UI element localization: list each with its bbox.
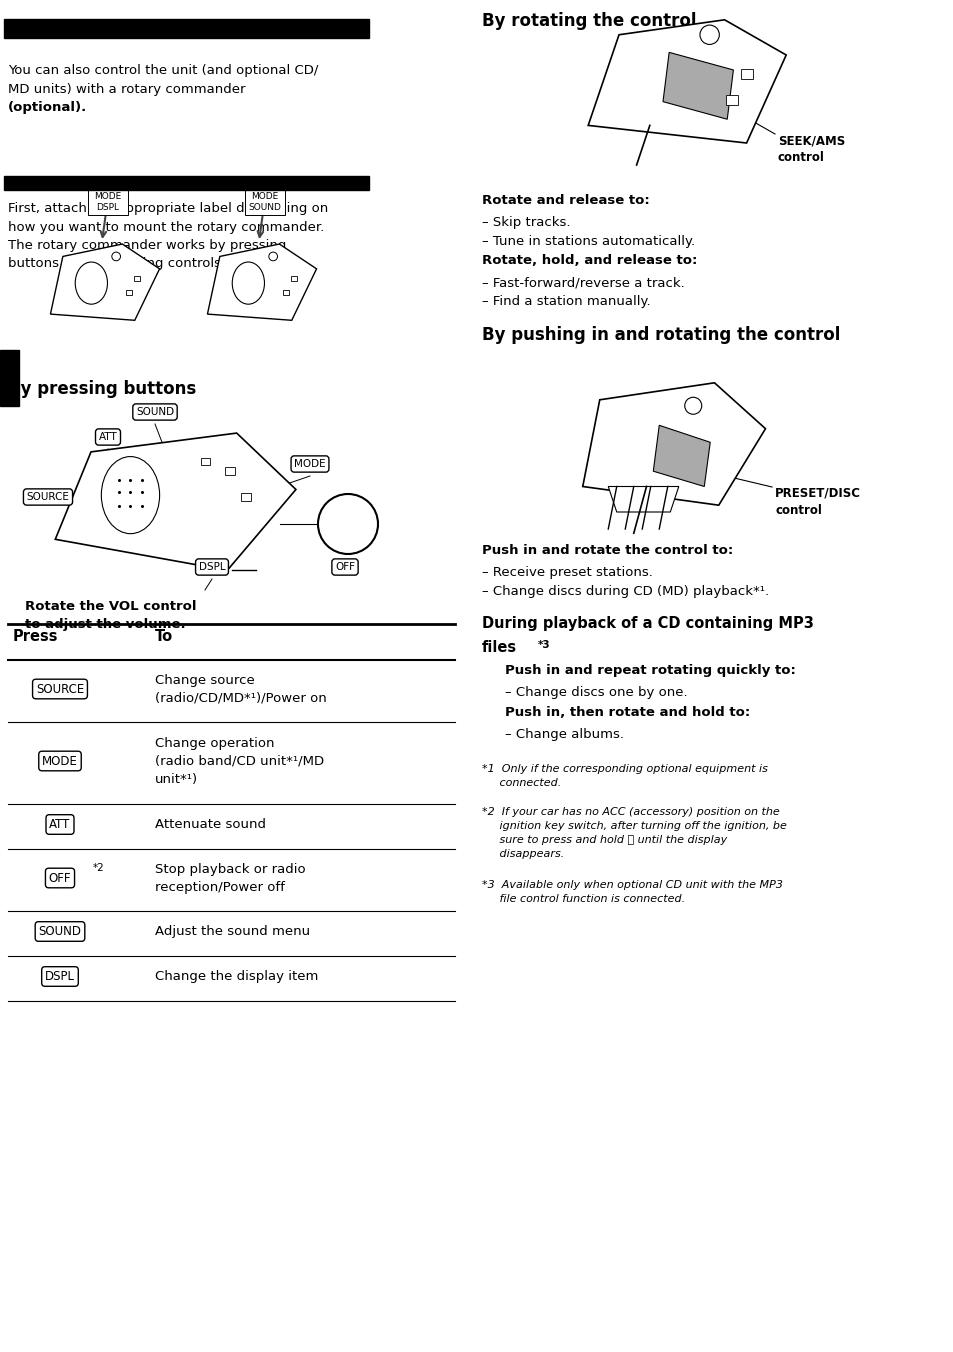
Text: DSPL: DSPL: [198, 562, 225, 572]
Text: – Change albums.: – Change albums.: [504, 727, 623, 741]
Text: DSPL: DSPL: [45, 969, 75, 983]
Polygon shape: [588, 20, 785, 143]
Circle shape: [684, 397, 701, 414]
Text: SEEK/AMS
control: SEEK/AMS control: [778, 134, 844, 164]
Bar: [241, 493, 251, 502]
Polygon shape: [582, 383, 764, 506]
Text: Push in, then rotate and hold to:: Push in, then rotate and hold to:: [504, 706, 749, 719]
Polygon shape: [653, 426, 709, 487]
Text: SOURCE: SOURCE: [27, 492, 70, 502]
Text: *2: *2: [92, 863, 105, 873]
Text: SOUND
MODE
DSPL: SOUND MODE DSPL: [91, 181, 125, 212]
Text: PRESET/DISC
control: PRESET/DISC control: [774, 487, 861, 516]
Text: You can also control the unit (and optional CD/
MD units) with a rotary commande: You can also control the unit (and optio…: [8, 64, 318, 96]
Polygon shape: [51, 245, 159, 320]
Text: *3: *3: [537, 639, 550, 650]
Text: Push in and rotate the control to:: Push in and rotate the control to:: [481, 544, 733, 557]
Text: OFF: OFF: [338, 519, 357, 529]
Bar: [4, 176, 369, 191]
Bar: [291, 276, 297, 281]
Text: ATT: ATT: [98, 433, 117, 442]
Circle shape: [700, 26, 719, 45]
Ellipse shape: [75, 262, 108, 304]
Text: OFF: OFF: [49, 872, 71, 884]
Text: DSPL
MODE
SOUND: DSPL MODE SOUND: [249, 181, 281, 212]
Text: Rotate and release to:: Rotate and release to:: [481, 193, 649, 207]
Bar: [134, 276, 140, 281]
Text: Rotate, hold, and release to:: Rotate, hold, and release to:: [481, 254, 697, 266]
Text: Rotate the VOL control
to adjust the volume.: Rotate the VOL control to adjust the vol…: [25, 600, 196, 631]
Text: To: To: [154, 629, 172, 644]
Text: – Skip tracks.: – Skip tracks.: [481, 216, 570, 228]
Text: Push in and repeat rotating quickly to:: Push in and repeat rotating quickly to:: [504, 664, 795, 677]
Text: First, attach the appropriate label depending on
how you want to mount the rotar: First, attach the appropriate label depe…: [8, 201, 328, 270]
Bar: [126, 291, 132, 295]
Text: (optional).: (optional).: [8, 101, 87, 114]
Bar: [225, 468, 234, 475]
Text: Change operation
(radio band/CD unit*¹/MD
unit*¹): Change operation (radio band/CD unit*¹/M…: [154, 737, 324, 786]
Text: By rotating the control: By rotating the control: [481, 12, 696, 30]
Text: SOUND: SOUND: [135, 407, 173, 416]
Text: OFF: OFF: [335, 562, 355, 572]
Text: Adjust the sound menu: Adjust the sound menu: [154, 925, 310, 938]
Bar: [4, 19, 369, 38]
Text: MODE: MODE: [294, 458, 326, 469]
Text: Change source
(radio/CD/MD*¹)/Power on: Change source (radio/CD/MD*¹)/Power on: [154, 673, 327, 704]
Text: Press: Press: [13, 629, 58, 644]
Text: MODE: MODE: [42, 754, 78, 768]
Text: – Change discs during CD (MD) playback*¹.: – Change discs during CD (MD) playback*¹…: [481, 585, 768, 598]
Text: Change the display item: Change the display item: [154, 969, 318, 983]
Bar: [0, 350, 19, 406]
Text: – Change discs one by one.: – Change discs one by one.: [504, 685, 687, 699]
Bar: [283, 291, 289, 295]
Text: *2  If your car has no ACC (accessory) position on the
     ignition key switch,: *2 If your car has no ACC (accessory) po…: [481, 807, 786, 859]
Polygon shape: [608, 487, 679, 512]
Text: – Tune in stations automatically.: – Tune in stations automatically.: [481, 235, 695, 247]
Text: Stop playback or radio
reception/Power off: Stop playback or radio reception/Power o…: [154, 863, 305, 894]
Ellipse shape: [232, 262, 264, 304]
Text: files: files: [481, 639, 517, 654]
Circle shape: [317, 493, 377, 554]
Bar: [740, 69, 752, 78]
Text: – Fast-forward/reverse a track.: – Fast-forward/reverse a track.: [481, 276, 684, 289]
Polygon shape: [662, 53, 733, 119]
Circle shape: [269, 251, 277, 261]
Bar: [200, 458, 210, 465]
Text: Attenuate sound: Attenuate sound: [154, 818, 266, 831]
Circle shape: [112, 251, 120, 261]
Bar: [725, 96, 737, 105]
Text: *1  Only if the corresponding optional equipment is
     connected.: *1 Only if the corresponding optional eq…: [481, 764, 767, 788]
Text: ATT: ATT: [50, 818, 71, 831]
Text: SOURCE: SOURCE: [36, 683, 84, 695]
Polygon shape: [55, 433, 295, 571]
Text: – Receive preset stations.: – Receive preset stations.: [481, 566, 652, 579]
Text: SOUND: SOUND: [38, 925, 81, 938]
Text: By pushing in and rotating the control: By pushing in and rotating the control: [481, 326, 840, 343]
Text: By pressing buttons: By pressing buttons: [8, 380, 196, 397]
Text: *3  Available only when optional CD unit with the MP3
     file control function: *3 Available only when optional CD unit …: [481, 880, 782, 904]
Text: During playback of a CD containing MP3: During playback of a CD containing MP3: [481, 617, 813, 631]
Ellipse shape: [101, 457, 159, 534]
Polygon shape: [207, 245, 316, 320]
Text: – Find a station manually.: – Find a station manually.: [481, 295, 650, 308]
